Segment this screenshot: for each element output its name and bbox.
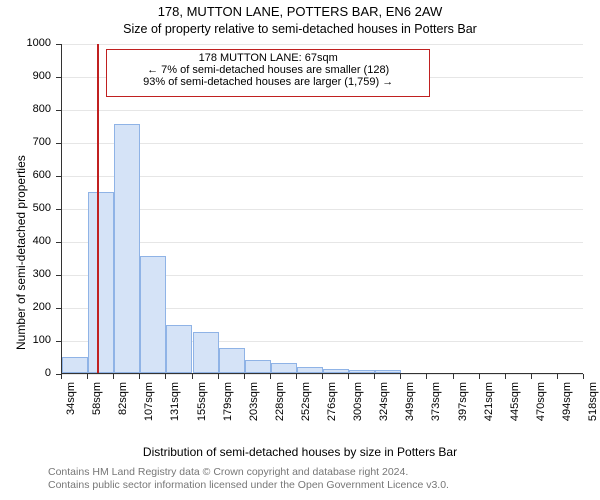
footer-line: Contains public sector information licen… bbox=[48, 479, 449, 492]
histogram-bar bbox=[88, 192, 114, 374]
x-tick-label: 107sqm bbox=[143, 382, 155, 432]
x-tick-mark bbox=[61, 374, 62, 379]
x-tick-mark bbox=[453, 374, 454, 379]
x-tick-label: 131sqm bbox=[169, 382, 181, 432]
histogram-bar bbox=[297, 367, 323, 373]
x-tick-label: 349sqm bbox=[404, 382, 416, 432]
x-tick-mark bbox=[270, 374, 271, 379]
x-tick-label: 324sqm bbox=[378, 382, 390, 432]
x-tick-mark bbox=[113, 374, 114, 379]
histogram-bar bbox=[219, 348, 245, 373]
y-tick-mark bbox=[56, 275, 61, 276]
x-tick-label: 179sqm bbox=[222, 382, 234, 432]
attribution-footer: Contains HM Land Registry data © Crown c… bbox=[48, 466, 449, 492]
x-tick-label: 276sqm bbox=[326, 382, 338, 432]
x-tick-mark bbox=[505, 374, 506, 379]
x-tick-mark bbox=[192, 374, 193, 379]
histogram-bar bbox=[271, 363, 297, 373]
y-tick-label: 100 bbox=[0, 334, 51, 346]
x-tick-mark bbox=[400, 374, 401, 379]
x-tick-mark bbox=[139, 374, 140, 379]
x-tick-label: 397sqm bbox=[457, 382, 469, 432]
gridline bbox=[62, 110, 583, 111]
x-tick-mark bbox=[296, 374, 297, 379]
x-tick-label: 252sqm bbox=[300, 382, 312, 432]
x-tick-label: 445sqm bbox=[509, 382, 521, 432]
y-tick-label: 1000 bbox=[0, 37, 51, 49]
y-axis-label: Number of semi-detached properties bbox=[14, 155, 28, 350]
y-tick-label: 200 bbox=[0, 301, 51, 313]
x-tick-mark bbox=[322, 374, 323, 379]
x-tick-label: 300sqm bbox=[352, 382, 364, 432]
y-tick-mark bbox=[56, 176, 61, 177]
histogram-bar bbox=[349, 370, 375, 373]
histogram-bar bbox=[166, 325, 192, 373]
plot-area: 178 MUTTON LANE: 67sqm← 7% of semi-detac… bbox=[61, 44, 583, 374]
x-tick-label: 228sqm bbox=[274, 382, 286, 432]
x-tick-label: 155sqm bbox=[196, 382, 208, 432]
histogram-bar bbox=[375, 370, 401, 373]
x-tick-mark bbox=[218, 374, 219, 379]
x-tick-label: 203sqm bbox=[248, 382, 260, 432]
x-tick-mark bbox=[165, 374, 166, 379]
chart-title-line-2: Size of property relative to semi-detach… bbox=[0, 22, 600, 36]
y-tick-label: 400 bbox=[0, 235, 51, 247]
x-tick-label: 58sqm bbox=[91, 382, 103, 432]
x-tick-label: 373sqm bbox=[430, 382, 442, 432]
y-tick-mark bbox=[56, 143, 61, 144]
info-box: 178 MUTTON LANE: 67sqm← 7% of semi-detac… bbox=[106, 49, 430, 97]
y-tick-label: 900 bbox=[0, 70, 51, 82]
histogram-bar bbox=[323, 369, 349, 373]
y-tick-mark bbox=[56, 242, 61, 243]
y-tick-label: 0 bbox=[0, 367, 51, 379]
y-tick-mark bbox=[56, 77, 61, 78]
y-tick-mark bbox=[56, 44, 61, 45]
info-box-line: ← 7% of semi-detached houses are smaller… bbox=[113, 64, 423, 76]
chart-title-line-1: 178, MUTTON LANE, POTTERS BAR, EN6 2AW bbox=[0, 4, 600, 19]
y-tick-label: 600 bbox=[0, 169, 51, 181]
x-tick-mark bbox=[583, 374, 584, 379]
x-tick-mark bbox=[426, 374, 427, 379]
histogram-bar bbox=[245, 360, 271, 373]
x-tick-mark bbox=[531, 374, 532, 379]
x-tick-mark bbox=[374, 374, 375, 379]
x-tick-mark bbox=[557, 374, 558, 379]
y-tick-mark bbox=[56, 209, 61, 210]
x-tick-label: 518sqm bbox=[587, 382, 599, 432]
histogram-bar bbox=[114, 124, 140, 373]
x-tick-label: 494sqm bbox=[561, 382, 573, 432]
y-tick-mark bbox=[56, 308, 61, 309]
footer-line: Contains HM Land Registry data © Crown c… bbox=[48, 466, 449, 479]
y-tick-label: 500 bbox=[0, 202, 51, 214]
x-tick-mark bbox=[244, 374, 245, 379]
x-tick-label: 82sqm bbox=[117, 382, 129, 432]
gridline bbox=[62, 44, 583, 45]
x-tick-mark bbox=[479, 374, 480, 379]
x-tick-label: 421sqm bbox=[483, 382, 495, 432]
histogram-bar bbox=[140, 256, 166, 373]
y-tick-mark bbox=[56, 341, 61, 342]
y-tick-mark bbox=[56, 110, 61, 111]
subject-marker-line bbox=[97, 44, 99, 373]
x-tick-label: 34sqm bbox=[65, 382, 77, 432]
y-tick-label: 700 bbox=[0, 136, 51, 148]
y-tick-label: 300 bbox=[0, 268, 51, 280]
info-box-line: 178 MUTTON LANE: 67sqm bbox=[113, 52, 423, 64]
histogram-bar bbox=[62, 357, 88, 374]
x-tick-mark bbox=[87, 374, 88, 379]
x-tick-label: 470sqm bbox=[535, 382, 547, 432]
y-tick-label: 800 bbox=[0, 103, 51, 115]
histogram-bar bbox=[193, 332, 219, 373]
info-box-line: 93% of semi-detached houses are larger (… bbox=[113, 76, 423, 88]
x-tick-mark bbox=[348, 374, 349, 379]
x-axis-label: Distribution of semi-detached houses by … bbox=[0, 445, 600, 459]
